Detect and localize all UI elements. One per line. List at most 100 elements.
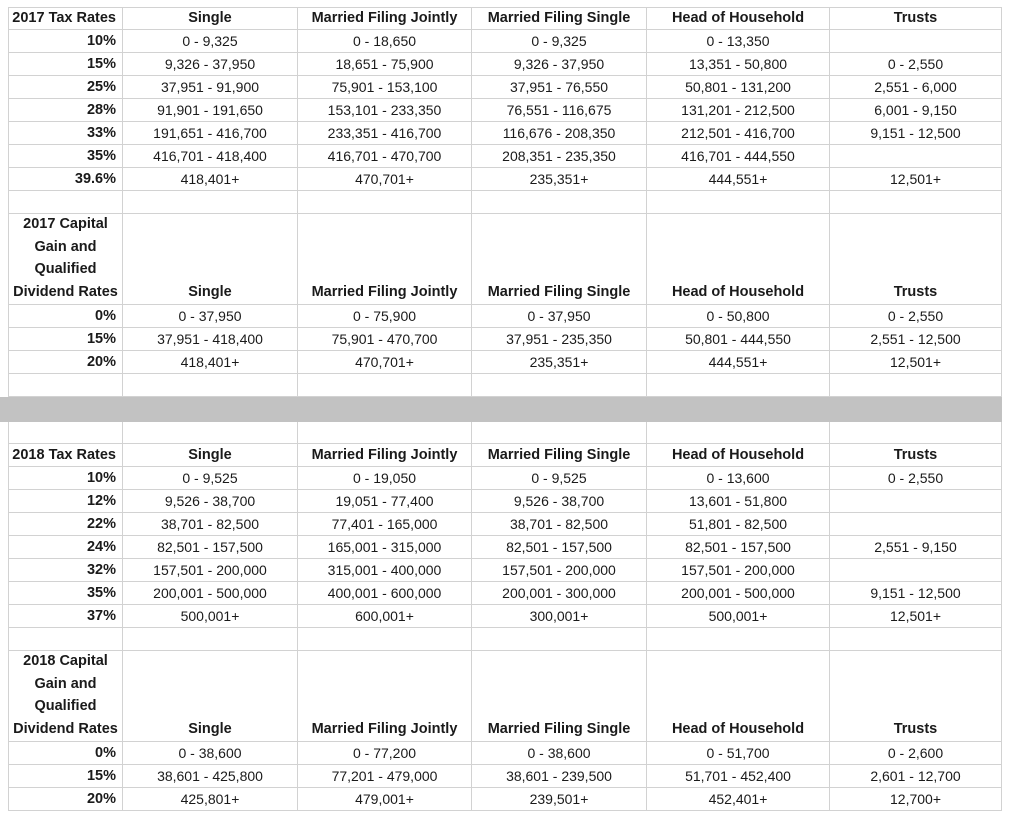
column-header: Trusts [830, 651, 1002, 742]
header-row-2018-tax-rates: 2018 Tax Rates Single Married Filing Joint… [8, 444, 1002, 467]
range-cell: 37,951 - 235,350 [472, 328, 647, 351]
range-cell: 91,901 - 191,650 [123, 99, 298, 122]
column-header: Single [123, 651, 298, 742]
empty-cell [8, 422, 123, 444]
table-row: 25% 37,951 - 91,900 75,901 - 153,100 37,951… [8, 76, 1002, 99]
range-cell: 0 - 77,200 [298, 742, 472, 765]
range-cell: 239,501+ [472, 788, 647, 811]
table-title-2018-capital-gains: 2018 Capital Gain and Qualified Dividend… [8, 651, 123, 742]
range-cell: 75,901 - 470,700 [298, 328, 472, 351]
table-2017-capital-gains: 2017 Capital Gain and Qualified Dividend… [8, 214, 1010, 397]
range-cell: 75,901 - 153,100 [298, 76, 472, 99]
empty-cell [472, 374, 647, 397]
range-cell: 416,701 - 418,400 [123, 145, 298, 168]
column-header: Married Filing Single [472, 7, 647, 30]
table-title-2018-tax-rates: 2018 Tax Rates [8, 444, 123, 467]
empty-cell [830, 628, 1002, 651]
rate-label: 24% [8, 536, 123, 559]
range-cell: 9,326 - 37,950 [123, 53, 298, 76]
empty-cell [298, 374, 472, 397]
range-cell: 200,001 - 500,000 [123, 582, 298, 605]
range-cell: 452,401+ [647, 788, 830, 811]
rate-label: 0% [8, 742, 123, 765]
table-row: 28% 91,901 - 191,650 153,101 - 233,350 76,5… [8, 99, 1002, 122]
range-cell: 2,551 - 9,150 [830, 536, 1002, 559]
table-row: 0% 0 - 38,600 0 - 77,200 0 - 38,600 0 - 51,7… [8, 742, 1002, 765]
table-title-2017-tax-rates: 2017 Tax Rates [8, 7, 123, 30]
empty-cell [647, 422, 830, 444]
rate-label: 32% [8, 559, 123, 582]
empty-cell [647, 628, 830, 651]
rate-label: 0% [8, 305, 123, 328]
range-cell: 0 - 9,525 [472, 467, 647, 490]
empty-row [8, 191, 1002, 214]
range-cell: 157,501 - 200,000 [123, 559, 298, 582]
table-row: 35% 200,001 - 500,000 400,001 - 600,000 200… [8, 582, 1002, 605]
table-row: 15% 9,326 - 37,950 18,651 - 75,900 9,326 - … [8, 53, 1002, 76]
column-header: Head of Household [647, 651, 830, 742]
header-row-2017-capital-gains: 2017 Capital Gain and Qualified Dividend… [8, 214, 1002, 305]
range-cell: 0 - 9,325 [123, 30, 298, 53]
range-cell: 82,501 - 157,500 [123, 536, 298, 559]
empty-cell [298, 191, 472, 214]
range-cell: 12,501+ [830, 605, 1002, 628]
range-cell: 76,551 - 116,675 [472, 99, 647, 122]
table-row: 33% 191,651 - 416,700 233,351 - 416,700 116… [8, 122, 1002, 145]
range-cell: 51,701 - 452,400 [647, 765, 830, 788]
range-cell [830, 490, 1002, 513]
empty-cell [830, 374, 1002, 397]
range-cell: 37,951 - 91,900 [123, 76, 298, 99]
range-cell: 77,401 - 165,000 [298, 513, 472, 536]
range-cell: 315,001 - 400,000 [298, 559, 472, 582]
column-header: Head of Household [647, 444, 830, 467]
range-cell: 82,501 - 157,500 [647, 536, 830, 559]
range-cell: 425,801+ [123, 788, 298, 811]
rate-label: 10% [8, 30, 123, 53]
rate-label: 39.6% [8, 168, 123, 191]
range-cell: 50,801 - 131,200 [647, 76, 830, 99]
empty-cell [123, 628, 298, 651]
range-cell: 9,526 - 38,700 [123, 490, 298, 513]
range-cell: 131,201 - 212,500 [647, 99, 830, 122]
range-cell: 153,101 - 233,350 [298, 99, 472, 122]
range-cell: 37,951 - 418,400 [123, 328, 298, 351]
range-cell: 38,701 - 82,500 [123, 513, 298, 536]
range-cell: 418,401+ [123, 351, 298, 374]
range-cell: 2,601 - 12,700 [830, 765, 1002, 788]
table-row: 35% 416,701 - 418,400 416,701 - 470,700 208… [8, 145, 1002, 168]
range-cell: 500,001+ [123, 605, 298, 628]
table-row: 15% 37,951 - 418,400 75,901 - 470,700 37,95… [8, 328, 1002, 351]
column-header: Married Filing Jointly [298, 651, 472, 742]
range-cell: 37,951 - 76,550 [472, 76, 647, 99]
table-2018-tax-rates: 2018 Tax Rates Single Married Filing Joint… [8, 444, 1010, 651]
range-cell: 600,001+ [298, 605, 472, 628]
rate-label: 28% [8, 99, 123, 122]
table-row: 10% 0 - 9,325 0 - 18,650 0 - 9,325 0 - 13,35… [8, 30, 1002, 53]
table-2018-capital-gains: 2018 Capital Gain and Qualified Dividend… [8, 651, 1010, 811]
column-header: Trusts [830, 214, 1002, 305]
range-cell: 116,676 - 208,350 [472, 122, 647, 145]
range-cell: 0 - 13,350 [647, 30, 830, 53]
column-header: Married Filing Single [472, 444, 647, 467]
empty-cell [123, 422, 298, 444]
empty-row [8, 374, 1002, 397]
range-cell: 0 - 50,800 [647, 305, 830, 328]
table-row: 0% 0 - 37,950 0 - 75,900 0 - 37,950 0 - 50,8… [8, 305, 1002, 328]
range-cell: 0 - 2,550 [830, 53, 1002, 76]
rate-label: 15% [8, 328, 123, 351]
range-cell: 200,001 - 500,000 [647, 582, 830, 605]
rate-label: 10% [8, 467, 123, 490]
empty-cell [298, 422, 472, 444]
range-cell: 19,051 - 77,400 [298, 490, 472, 513]
range-cell: 157,501 - 200,000 [647, 559, 830, 582]
empty-cell [8, 191, 123, 214]
rate-label: 20% [8, 788, 123, 811]
column-header: Single [123, 214, 298, 305]
range-cell: 470,701+ [298, 351, 472, 374]
range-cell: 191,651 - 416,700 [123, 122, 298, 145]
range-cell: 416,701 - 444,550 [647, 145, 830, 168]
range-cell: 0 - 51,700 [647, 742, 830, 765]
range-cell: 0 - 38,600 [123, 742, 298, 765]
range-cell: 0 - 19,050 [298, 467, 472, 490]
